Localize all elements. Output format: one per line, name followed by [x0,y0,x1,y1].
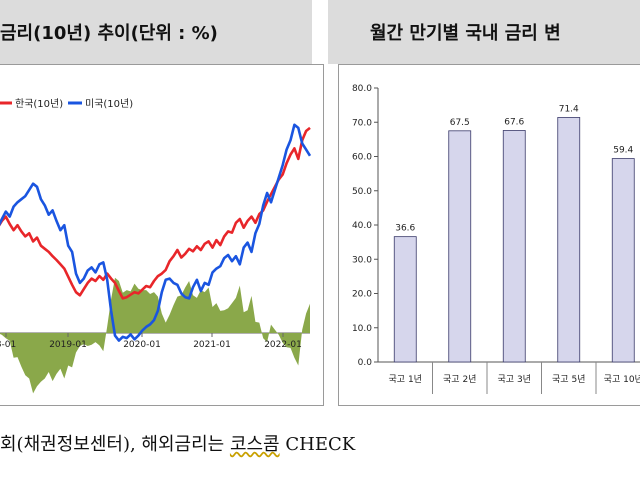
left-chart-title: 금리(10년) 추이(단위 : %) [0,23,218,44]
right-chart-title: 월간 만기별 국내 금리 변 [370,23,561,44]
legend-label: 한국(10년) [15,98,63,110]
maturity-rate-bar-chart-panel: 0.0 10.0 20.0 30.0 40.0 50.0 60.0 70.0 80.0 36.6… [338,64,640,406]
rate-trend-chart: 8-01 2019-01 2020-01 2021-01 2022-01 한국(10년)… [0,98,312,394]
bar [502,130,526,363]
y-tick-label: 20.0 [352,290,372,300]
source-note-text: 회(채권정보센터), 해외금리는 [0,434,230,455]
bar [557,117,581,363]
category-label: 국고 1년 [389,374,422,385]
y-tick-label: 30.0 [352,255,372,265]
x-tick-label: 2019-01 [49,340,87,350]
x-tick-label: 2020-01 [123,340,161,350]
category-label: 국고 2년 [443,374,476,385]
category-label: 국고 10년 [604,374,640,385]
bar-value-label: 67.6 [504,117,524,127]
x-tick-label: 2022-01 [264,340,302,350]
left-chart-title-bar: 금리(10년) 추이(단위 : %) [0,0,312,64]
bar [611,158,635,363]
y-tick-label: 10.0 [352,324,372,334]
maturity-rate-bar-chart: 0.0 10.0 20.0 30.0 40.0 50.0 60.0 70.0 80.0 36.6… [352,84,640,394]
bar-value-label: 36.6 [395,224,415,234]
right-chart-title-bar: 월간 만기별 국내 금리 변 [328,0,640,64]
bar-value-label: 71.4 [559,104,579,114]
bar [393,236,417,363]
source-note-tail: CHECK [279,434,356,455]
series-line-us [0,123,312,342]
series-line-korea [0,126,311,300]
y-tick-label: 80.0 [352,84,372,94]
category-label: 국고 5년 [552,374,585,385]
category-label: 국고 3년 [498,374,531,385]
rate-trend-chart-panel: 8-01 2019-01 2020-01 2021-01 2022-01 한국(10년)… [0,64,324,406]
spread-area [0,277,310,394]
bar-value-label: 67.5 [450,118,470,128]
y-tick-label: 40.0 [352,221,372,231]
y-tick-label: 0.0 [358,358,373,368]
x-tick-label: 8-01 [0,340,16,350]
legend-label: 미국(10년) [85,98,133,110]
source-note: 회(채권정보센터), 해외금리는 코스콤 CHECK [0,430,355,456]
bar-value-label: 59.4 [613,146,633,156]
x-tick-label: 2021-01 [193,340,231,350]
y-tick-label: 50.0 [352,187,372,197]
bar [448,130,472,363]
y-tick-label: 70.0 [352,118,372,128]
source-note-highlight: 코스콤 [229,434,280,455]
y-tick-label: 60.0 [352,153,372,163]
